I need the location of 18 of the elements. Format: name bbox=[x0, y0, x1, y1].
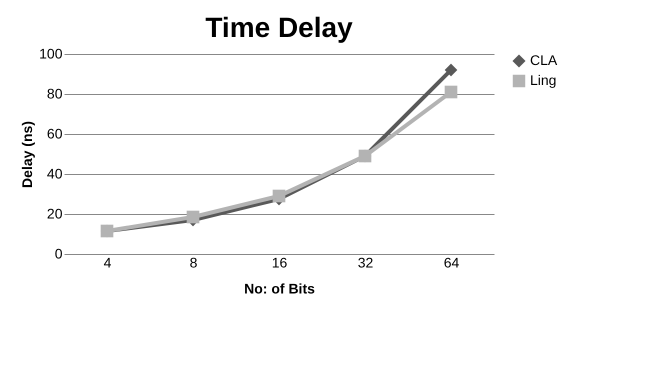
x-tick-label: 16 bbox=[272, 254, 288, 270]
x-tick-label: 4 bbox=[104, 254, 112, 270]
y-tick-label: 80 bbox=[46, 86, 63, 102]
y-tick-label: 40 bbox=[46, 166, 63, 182]
legend-label: Ling bbox=[530, 72, 556, 88]
x-tick-label: 64 bbox=[444, 254, 460, 270]
x-tick-label: 32 bbox=[358, 254, 374, 270]
chart-title: Time Delay bbox=[205, 12, 354, 43]
point bbox=[444, 86, 458, 98]
point bbox=[444, 64, 458, 76]
y-tick-label: 100 bbox=[39, 46, 63, 62]
y-tick-label: 60 bbox=[46, 126, 63, 142]
x-tick-label: 8 bbox=[190, 254, 198, 270]
legend-label: CLA bbox=[530, 52, 558, 68]
y-tick-label: 0 bbox=[54, 246, 63, 262]
y-tick-label: 20 bbox=[46, 206, 63, 222]
x-axis-title: No: of Bits bbox=[244, 280, 316, 296]
y-axis-title: Delay (ns) bbox=[19, 121, 36, 188]
